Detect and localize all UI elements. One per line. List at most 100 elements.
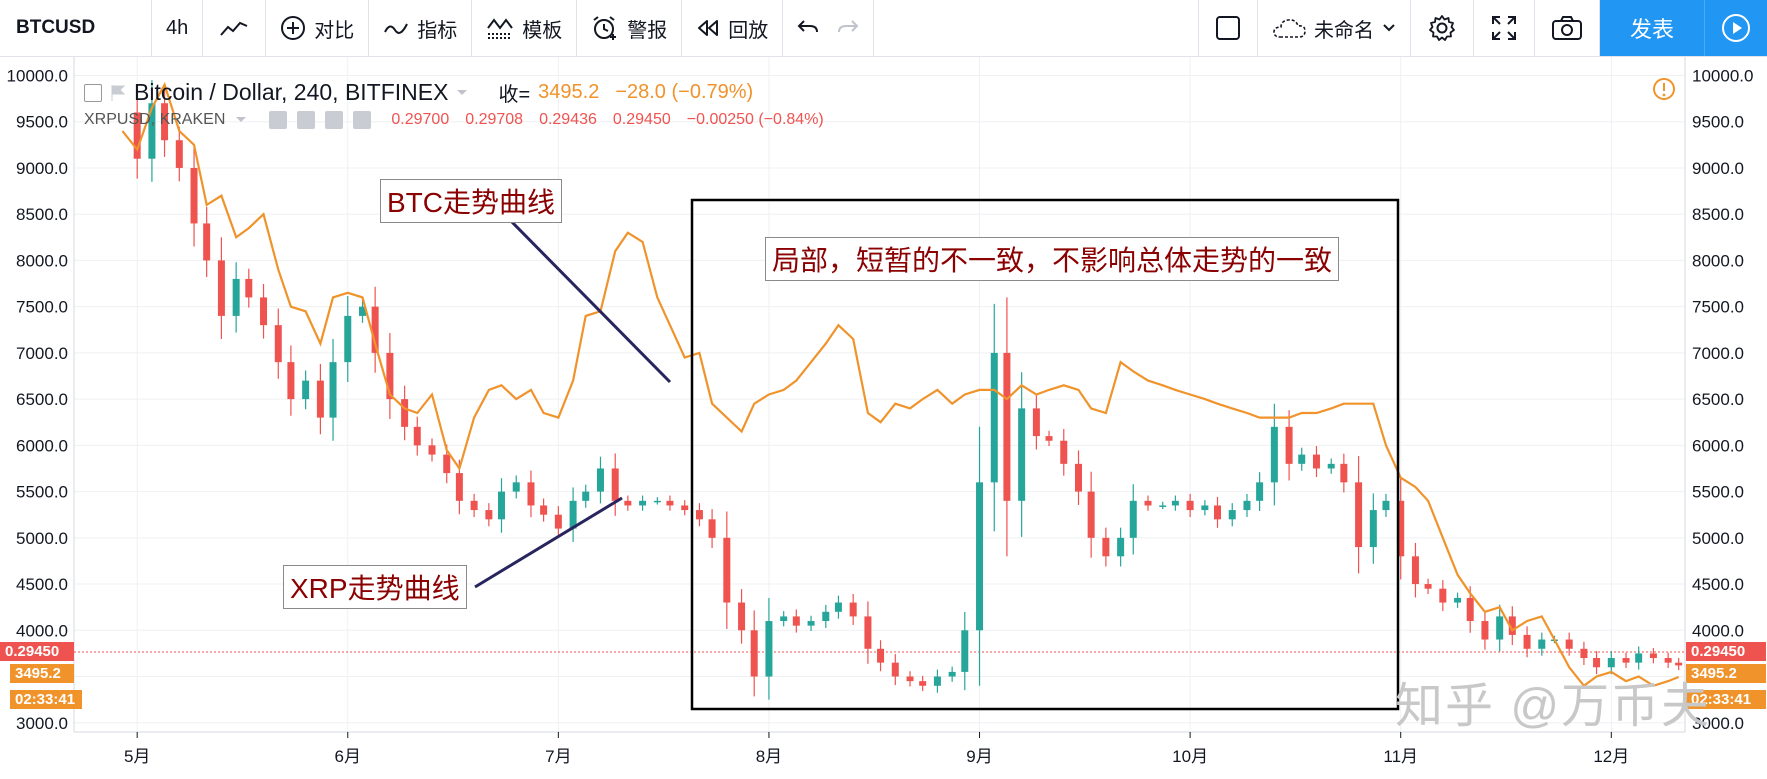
xrp-candle-body [723, 537, 731, 603]
xrp-candle-body [470, 500, 478, 511]
xrp-candle-body [1075, 463, 1083, 492]
y-tick-label: 9500.0 [1692, 113, 1744, 132]
play-button[interactable] [1704, 0, 1767, 56]
y-tick-label: 6000.0 [16, 436, 68, 455]
price-chart[interactable]: 10000.0 9500.0 9000.0 8500.0 8000.0 7500.0 700… [0, 57, 1767, 774]
xrp-candle-body [161, 103, 169, 141]
xrp-candle-body [976, 482, 984, 631]
redo-icon[interactable] [837, 19, 859, 37]
y-tick-label: 5500.0 [1692, 483, 1744, 502]
xrp-candle-body [1243, 500, 1251, 511]
compare-button[interactable]: 对比 [266, 0, 370, 56]
xrp-candle-body [1675, 662, 1683, 666]
toolbar-spacer [874, 0, 1199, 56]
x-tick-label: 8月 [756, 747, 782, 766]
xrp-candle-body [1439, 588, 1447, 603]
xrp-candle-body [133, 112, 141, 159]
top-toolbar: BTCUSD 4h 对比 指标 模板 警报 回放 未命名 [0, 0, 1767, 57]
x-tick-label: 12月 [1593, 747, 1629, 766]
xrp-candle-body [1201, 505, 1209, 511]
btc-price-line [121, 81, 1680, 688]
xrp-annotation-label[interactable]: XRP走势曲线 [283, 565, 467, 609]
xrp-candle-body [1397, 500, 1405, 557]
xrp-candle-body [1327, 463, 1335, 469]
chart-style-button[interactable] [203, 0, 267, 56]
x-tick-label: 5月 [124, 747, 150, 766]
templates-label: 模板 [522, 19, 563, 42]
xrp-candle-body [822, 611, 830, 622]
symbol-label: BTCUSD [16, 17, 96, 38]
compare-symbol: XRPUSD, KRAKEN [84, 111, 226, 128]
gear-icon[interactable] [297, 111, 316, 129]
xrp-candle-body [232, 278, 240, 316]
xrp-candle-body [1270, 426, 1278, 483]
replay-button[interactable]: 回放 [682, 0, 784, 56]
xrp-candle-body [1369, 510, 1377, 548]
y-tick-label: 8500.0 [1692, 205, 1744, 224]
publish-button[interactable]: 发表 [1599, 0, 1704, 56]
fullscreen-button[interactable] [1474, 0, 1535, 56]
xrp-candle-body [1496, 616, 1504, 640]
grid-lines [74, 57, 1685, 732]
snapshot-button[interactable] [1535, 0, 1600, 56]
undo-icon[interactable] [797, 19, 819, 37]
btc-annotation-label[interactable]: BTC走势曲线 [380, 179, 563, 223]
close-icon[interactable] [353, 111, 372, 129]
xrp-candle-body [569, 500, 577, 529]
layout-name-button[interactable]: 未命名 [1258, 0, 1411, 56]
xrp-candle-body [596, 468, 604, 492]
plus-icon[interactable] [325, 111, 344, 129]
rewind-icon [698, 20, 719, 36]
xrp-candle-body [1593, 658, 1601, 668]
xrp-candle-body [877, 648, 885, 663]
xrp-candle-body [274, 325, 282, 363]
xrp-candle-body [1382, 500, 1390, 511]
line-style-icon [220, 21, 248, 36]
xrp-candles [133, 80, 1683, 700]
fullscreen-layout-button[interactable] [1199, 0, 1258, 56]
main-series-legend[interactable]: Bitcoin / Dollar, 240, BITFINEX 收= 3495.… [84, 78, 753, 107]
xrp-label-pointer[interactable] [474, 496, 623, 589]
xrp-candle-body [260, 297, 268, 326]
close-prefix: 收= [498, 84, 531, 106]
divergence-box[interactable] [690, 198, 1400, 711]
right-price-scale[interactable]: 10000.0 9500.0 9000.0 8500.0 8000.0 7500.0 700… [1692, 66, 1753, 732]
collapse-legend-icon[interactable] [84, 83, 102, 102]
xrp-candle-body [834, 602, 842, 612]
chart-area[interactable]: 10000.0 9500.0 9000.0 8500.0 8000.0 7500.0 700… [0, 57, 1767, 774]
compare-series-legend[interactable]: XRPUSD, KRAKEN 0.29700 0.29708 0.29436 0… [84, 111, 824, 129]
xrp-candle-body [1607, 658, 1615, 668]
xrp-candle-body [990, 352, 998, 483]
alert-button[interactable]: 警报 [577, 0, 683, 56]
xrp-candle-body [148, 103, 156, 159]
xrp-candle-body [175, 140, 183, 168]
x-tick-label: 7月 [545, 747, 571, 766]
btc-label-pointer[interactable] [502, 212, 672, 384]
divergence-annotation-label[interactable]: 局部，短暂的不一致，不影响总体走势的一致 [765, 237, 1340, 281]
symbol-search-button[interactable]: BTCUSD [0, 0, 152, 56]
xrp-candle-body [1213, 505, 1221, 520]
xrp-candle-body [611, 468, 619, 501]
interval-button[interactable]: 4h [152, 0, 204, 56]
xrp-candle-body [1102, 537, 1110, 557]
xrp-candle-body [1186, 500, 1194, 511]
xrp-candle-body [1664, 658, 1672, 663]
xrp-candle-body [807, 621, 815, 626]
xrp-candle-body [1580, 648, 1588, 659]
xrp-candle-body [302, 380, 310, 400]
xrp-candle-body [443, 454, 451, 474]
settings-button[interactable] [1411, 0, 1474, 56]
indicators-button[interactable]: 指标 [369, 0, 473, 56]
xrp-candle-body [1045, 436, 1053, 441]
time-scale[interactable]: 5月 6月 7月 8月 9月 10月 11月 12月 [124, 732, 1629, 766]
xrp-candle-body [329, 362, 337, 418]
xrp-candle-body [1159, 505, 1167, 507]
eye-icon[interactable] [269, 111, 288, 129]
left-price-scale[interactable]: 10000.0 9500.0 9000.0 8500.0 8000.0 7500.0 700… [7, 66, 68, 732]
xrp-candle-body [512, 482, 520, 492]
layout-name-label: 未命名 [1313, 19, 1374, 42]
templates-button[interactable]: 模板 [472, 0, 578, 56]
xrp-candle-body [933, 676, 941, 686]
y-tick-label: 8000.0 [16, 251, 68, 270]
warning-icon[interactable] [1653, 78, 1675, 100]
